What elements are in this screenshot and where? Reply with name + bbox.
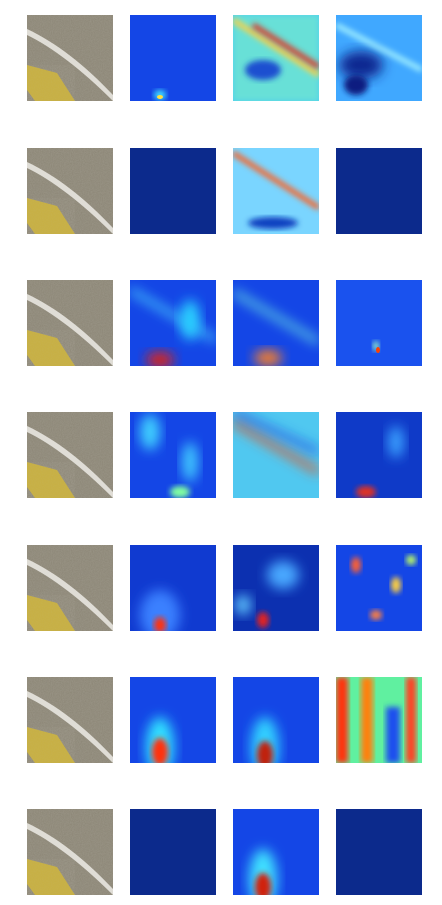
heatmap-background [233,545,319,631]
heat-blob [170,486,190,498]
heat-blob [391,577,401,593]
heatmap-background [233,412,319,498]
heatmap-background [130,148,216,234]
heatmap [130,545,216,631]
heat-blob [254,350,282,366]
heat-blob [245,60,281,80]
heatmap [336,545,422,631]
heat-blob [370,610,382,620]
heat-blob [235,595,251,615]
heatmap-background [130,280,216,366]
heat-ridge [233,412,319,455]
input-photo [27,280,113,366]
heatmap [130,677,216,763]
heat-blob [351,557,361,573]
heatmap [233,545,319,631]
heatmap [336,677,422,763]
heat-ridge [251,22,319,70]
heatmap [233,412,319,498]
heatmap [233,677,319,763]
heat-ridge [336,22,422,73]
heat-blob [257,612,269,628]
heatmap [233,809,319,895]
heat-blob [257,741,273,763]
input-photo [27,412,113,498]
heat-blob [140,414,160,450]
heat-blob [406,555,416,565]
heatmap [130,412,216,498]
input-photo [27,545,113,631]
heatmap-background [336,809,422,895]
input-photo [27,677,113,763]
heat-blob [388,426,404,458]
heatmap [233,15,319,101]
heat-ridge [233,150,319,211]
heat-blob [339,51,383,79]
heat-blob [255,873,271,895]
heat-blob [182,442,198,482]
heat-blob [248,217,298,229]
heatmap [336,148,422,234]
heat-blob [180,300,200,340]
heat-ridge [233,419,319,475]
heat-blob [356,486,376,498]
heatmap [336,15,422,101]
heatmap-background [130,15,216,101]
heat-blob [140,590,180,631]
heatmap [233,280,319,366]
heatmap [130,148,216,234]
heatmap [130,809,216,895]
heat-ridge [233,289,319,345]
heatmap-background [130,809,216,895]
heatmap [233,148,319,234]
heatmap-background [336,412,422,498]
input-photo [27,15,113,101]
input-photo [27,809,113,895]
heat-blob [152,738,168,763]
heat-band [406,677,416,763]
heat-blob [344,75,368,95]
heatmap [130,280,216,366]
heatmap [336,280,422,366]
heat-blob [154,617,166,631]
heatmap [336,412,422,498]
heat-band [361,677,373,763]
heat-band [386,707,400,763]
heatmap [130,15,216,101]
heatmap-background [336,148,422,234]
heat-blob [146,352,174,366]
heat-ridge [233,17,319,78]
heatmap-background [336,280,422,366]
heat-band [336,677,348,763]
heat-blob [157,95,163,99]
heat-blob [267,561,299,589]
heatmap [336,809,422,895]
heat-ridge [130,287,216,343]
heat-blob [376,347,380,353]
input-photo [27,148,113,234]
